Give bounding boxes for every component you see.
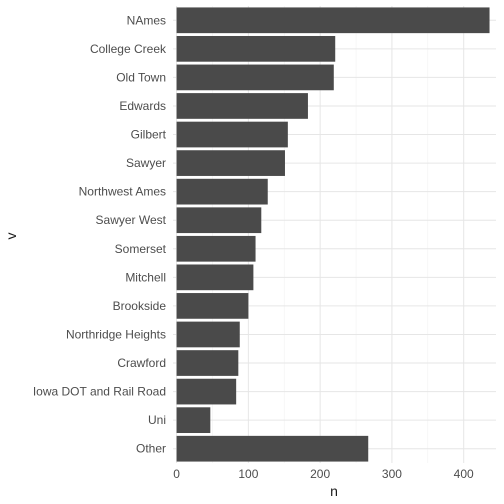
x-tick-label: 0 xyxy=(173,467,180,481)
bar xyxy=(176,435,369,462)
y-tick-label: NAmes xyxy=(127,13,166,27)
x-axis-title: n xyxy=(330,483,338,499)
y-tick-labels: NAmes College Creek Old Town Edwards Gilbert… xyxy=(33,13,167,455)
y-tick-label: Brookside xyxy=(113,299,167,313)
y-axis-title: v xyxy=(3,233,19,240)
bar xyxy=(176,407,211,434)
bar xyxy=(176,235,256,262)
y-tick-label: Gilbert xyxy=(131,128,167,142)
y-tick-label: Somerset xyxy=(115,242,167,256)
bar xyxy=(176,150,285,176)
y-tick-label: Iowa DOT and Rail Road xyxy=(33,385,166,399)
y-tick-label: Uni xyxy=(148,413,166,427)
y-tick-label: Old Town xyxy=(116,70,166,84)
y-tick-label: Crawford xyxy=(117,356,166,370)
y-tick-label: Edwards xyxy=(119,99,166,113)
bar xyxy=(176,207,262,234)
bar xyxy=(176,35,336,62)
bar xyxy=(176,64,334,91)
bar xyxy=(176,350,239,376)
bar xyxy=(176,7,490,34)
bar xyxy=(176,321,240,348)
bar xyxy=(176,178,268,205)
bar xyxy=(176,293,249,319)
bar xyxy=(176,121,288,148)
y-tick-label: Mitchell xyxy=(125,270,166,284)
bar xyxy=(176,264,254,291)
x-tick-label: 400 xyxy=(454,467,474,481)
bar xyxy=(176,93,308,119)
y-tick-label: Northwest Ames xyxy=(79,185,166,199)
x-tick-labels: 0 100 200 300 400 xyxy=(173,467,474,481)
y-tick-label: Northridge Heights xyxy=(66,327,166,341)
x-tick-label: 100 xyxy=(238,467,258,481)
y-tick-label: Sawyer West xyxy=(96,213,167,227)
y-tick-label: College Creek xyxy=(90,42,167,56)
bar xyxy=(176,378,237,405)
x-tick-label: 300 xyxy=(382,467,402,481)
x-tick-label: 200 xyxy=(310,467,330,481)
y-tick-label: Other xyxy=(136,442,166,456)
y-tick-label: Sawyer xyxy=(126,156,166,170)
bars xyxy=(176,7,490,462)
